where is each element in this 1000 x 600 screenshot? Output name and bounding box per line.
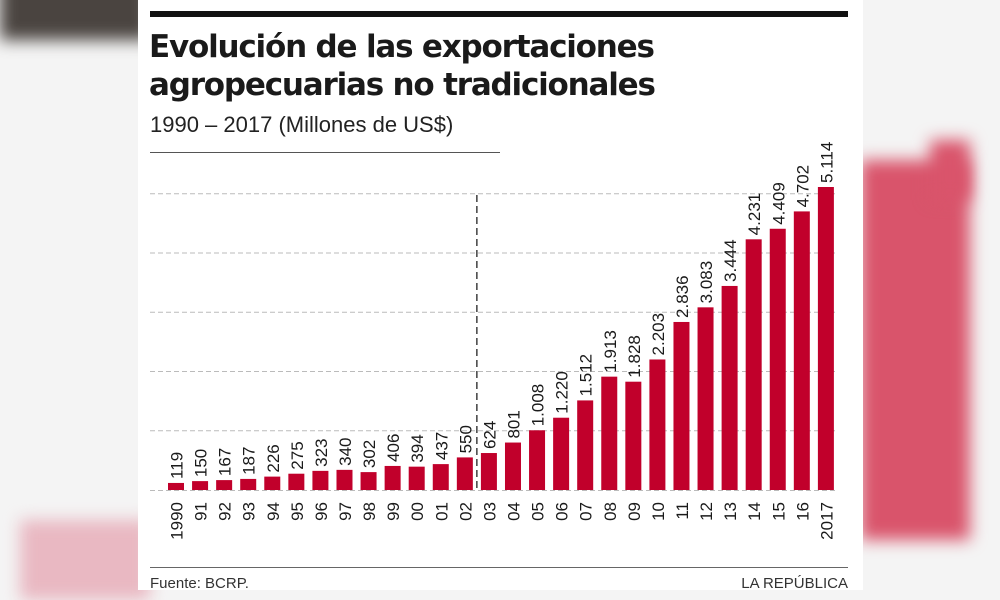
bar [697,307,714,490]
bar [649,359,666,490]
year-label: 98 [360,502,379,521]
value-label: 4.409 [769,182,788,225]
year-label: 99 [384,502,403,521]
year-label: 96 [312,502,331,521]
bar [793,211,810,490]
year-label: 97 [336,502,355,521]
value-label: 406 [384,434,403,462]
year-label: 10 [649,502,668,521]
year-label: 02 [456,502,475,521]
year-label: 07 [577,502,596,521]
bar [745,239,762,490]
footer-rule [150,567,848,568]
bar [384,465,401,490]
value-label: 1.008 [529,384,548,427]
value-label: 1.512 [577,354,596,397]
bar [240,478,257,490]
bar [769,228,786,490]
value-label: 2.203 [649,313,668,356]
value-label: 302 [360,440,379,468]
bar [553,417,570,490]
value-label: 340 [336,437,355,465]
subtitle-rule [150,152,500,153]
background-blur-dark [0,0,150,40]
chart-subtitle: 1990 – 2017 (Millones de US$) [150,112,454,137]
value-label: 150 [192,449,211,477]
year-label: 09 [625,502,644,521]
bar [168,482,184,490]
bar [504,442,521,490]
year-label: 15 [769,502,788,521]
bar [432,464,449,490]
value-label: 167 [216,448,235,476]
bar [288,473,305,490]
value-label: 275 [288,441,307,469]
value-label: 3.444 [721,239,740,282]
bar [577,400,594,490]
value-label: 4.702 [793,165,812,208]
year-label: 12 [697,502,716,521]
value-label: 5.114 [817,142,836,183]
value-label: 394 [408,434,427,462]
bar-chart: 119 1990 150 91 167 92 187 93 226 94 275 95 323 96 340… [150,142,836,540]
year-label: 94 [264,502,283,521]
value-label: 624 [480,421,499,449]
bar [264,476,281,490]
year-label: 14 [745,502,764,521]
year-label: 01 [432,502,451,521]
value-label: 2.836 [673,275,692,318]
value-label: 1.913 [601,330,620,373]
year-label: 00 [408,502,427,521]
year-label: 03 [480,502,499,521]
bar [216,480,233,490]
value-label: 550 [456,425,475,453]
value-label: 4.231 [745,193,764,236]
year-label: 95 [288,502,307,521]
bar [480,453,497,490]
bar [721,285,738,490]
bar [817,187,834,490]
year-label: 2017 [817,502,836,540]
value-label: 3.083 [697,261,716,304]
chart-title: Evolución de las exportaciones agropecua… [149,29,656,103]
value-label: 1.828 [625,335,644,378]
top-rule [150,11,848,17]
year-label: 91 [192,502,211,521]
source-note: Fuente: BCRP. [150,575,249,592]
value-label: 226 [264,444,283,472]
brand-label: LA REPÚBLICA [741,575,848,592]
bar [529,430,546,490]
year-label: 13 [721,502,740,521]
year-label: 1990 [168,502,187,540]
bar [625,381,642,490]
value-label: 1.220 [553,371,572,414]
value-label: 119 [168,452,187,479]
bar [601,376,618,490]
value-label: 801 [504,410,523,438]
year-label: 11 [673,502,692,520]
year-label: 16 [793,502,812,521]
background-blur-red-right [860,160,970,540]
background-blur-pink-left [20,520,150,600]
bar [192,481,209,490]
year-label: 92 [216,502,235,521]
year-label: 04 [504,502,523,521]
bar [336,469,353,490]
bar [360,472,377,490]
bar [408,466,425,490]
value-label: 323 [312,438,331,466]
value-label: 437 [432,432,451,460]
bar [312,470,329,490]
year-label: 93 [240,502,259,521]
background-blur-red-right-top [930,140,970,200]
year-label: 08 [601,502,620,521]
bar [456,457,473,490]
year-label: 05 [529,502,548,521]
year-label: 06 [553,502,572,521]
bar [673,321,690,490]
infographic-panel: Evolución de las exportaciones agropecua… [138,0,863,592]
value-label: 187 [240,447,259,475]
